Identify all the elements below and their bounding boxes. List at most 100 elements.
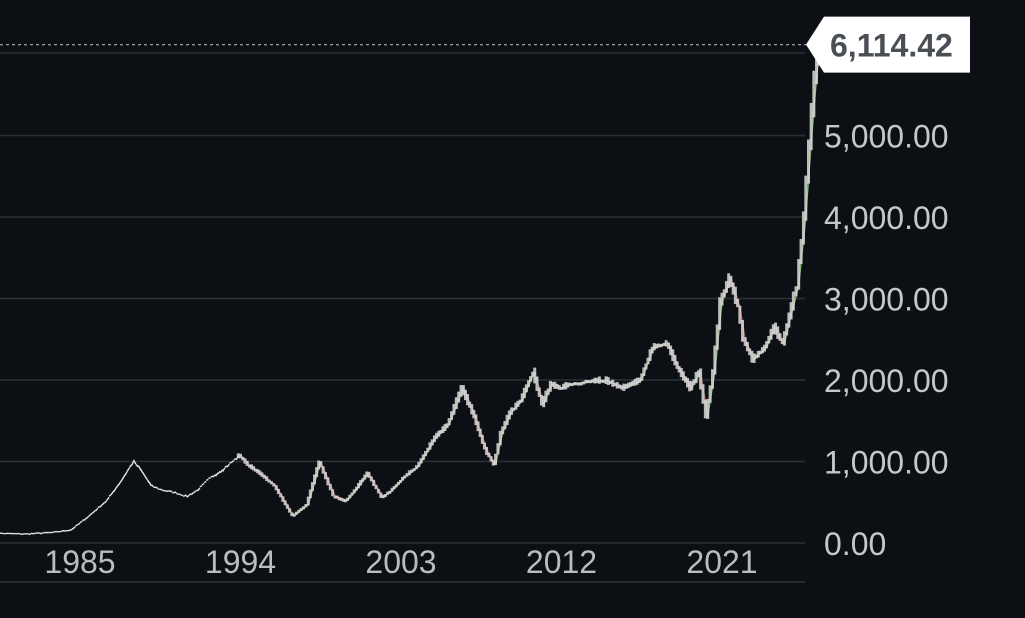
candle <box>640 373 644 381</box>
x-tick-label: 1985 <box>44 544 115 580</box>
candle <box>546 388 550 395</box>
price-segment <box>159 488 163 491</box>
price-segment <box>153 486 156 489</box>
candle <box>736 298 740 308</box>
candle <box>361 478 365 482</box>
candle <box>604 376 608 384</box>
price-segment <box>214 472 219 477</box>
price-segment <box>144 475 148 480</box>
price-segment <box>95 507 99 512</box>
candle <box>566 382 570 388</box>
price-segment <box>219 469 224 474</box>
price-segment <box>17 532 20 535</box>
candle <box>699 368 703 390</box>
candle <box>769 328 773 340</box>
candle <box>708 385 712 403</box>
candle <box>386 491 390 495</box>
candle <box>675 361 679 369</box>
x-tick-label: 2003 <box>365 544 436 580</box>
candle <box>343 499 347 503</box>
candle <box>241 456 245 461</box>
candle <box>326 477 330 486</box>
candle <box>754 354 758 359</box>
candle <box>341 498 345 502</box>
candle <box>688 380 692 392</box>
candle <box>317 460 321 470</box>
candle <box>503 421 507 430</box>
price-segment <box>203 480 207 484</box>
candle <box>256 469 260 474</box>
candle <box>365 471 369 477</box>
candle <box>279 493 283 498</box>
x-tick-label: 1994 <box>205 544 276 580</box>
candle <box>776 326 780 339</box>
price-segment <box>122 474 126 479</box>
candle <box>310 482 314 492</box>
candle <box>741 319 745 342</box>
candle <box>470 404 474 415</box>
candle <box>729 275 733 288</box>
candle <box>367 471 371 478</box>
candle <box>631 380 635 386</box>
candle <box>437 430 441 437</box>
candle <box>459 385 463 397</box>
y-tick-label: 5,000.00 <box>824 119 949 155</box>
candle <box>518 399 522 404</box>
candle <box>443 424 447 432</box>
candle <box>396 481 400 485</box>
price-segment <box>113 487 117 493</box>
price-segment <box>83 517 88 521</box>
candle <box>496 443 500 455</box>
candle <box>568 382 572 386</box>
candle <box>542 395 546 408</box>
candle <box>652 343 656 351</box>
candle <box>474 414 478 426</box>
candle <box>328 484 332 491</box>
candle <box>285 504 289 509</box>
price-segment <box>72 525 77 530</box>
candle <box>564 382 568 390</box>
candle <box>794 286 798 297</box>
candle <box>752 353 756 363</box>
candle <box>789 302 793 320</box>
candle <box>374 485 378 490</box>
price-segment <box>120 477 124 482</box>
y-tick-label: 1,000.00 <box>824 445 949 481</box>
price-segment <box>70 527 74 531</box>
candle <box>516 400 520 407</box>
price-segment <box>90 511 94 515</box>
candle <box>292 513 296 517</box>
candle <box>421 454 425 460</box>
candle <box>512 407 516 411</box>
candle <box>582 381 586 385</box>
price-segment <box>130 461 135 467</box>
candle <box>480 434 484 444</box>
candle <box>579 382 583 386</box>
candle <box>710 369 714 389</box>
candle <box>304 503 308 508</box>
price-segment <box>59 530 63 533</box>
candle <box>445 423 449 429</box>
candle <box>485 446 489 455</box>
candle <box>398 479 402 483</box>
price-segment <box>142 472 146 477</box>
candle <box>620 385 624 390</box>
candle <box>294 511 298 515</box>
price-segment <box>195 489 199 492</box>
candle <box>297 509 301 513</box>
candle <box>715 324 719 350</box>
candle <box>252 466 256 471</box>
candle <box>588 380 592 384</box>
candle <box>482 442 486 450</box>
candle <box>611 379 615 387</box>
candle <box>379 492 383 498</box>
candle <box>750 350 754 363</box>
candle <box>722 289 726 298</box>
candle <box>498 430 502 446</box>
candle <box>339 497 343 501</box>
candle <box>595 377 599 384</box>
candle <box>245 460 249 466</box>
candle <box>560 386 563 390</box>
price-segment <box>188 493 192 496</box>
price-segment <box>57 530 61 533</box>
